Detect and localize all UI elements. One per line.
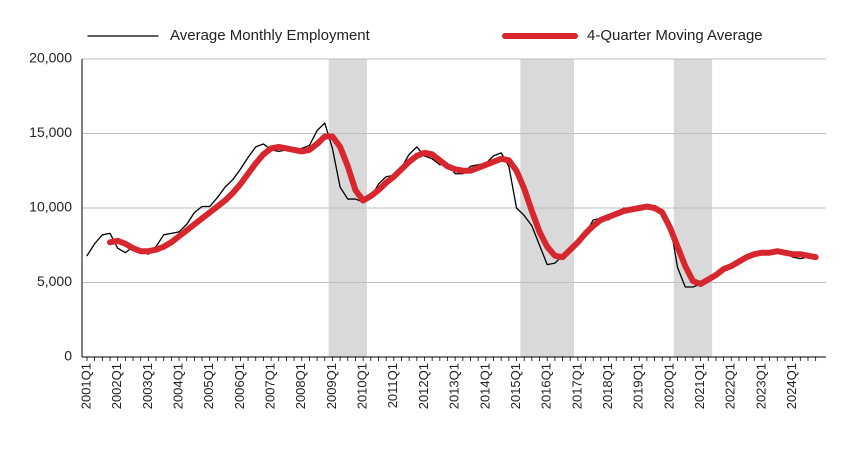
y-tick-label: 15,000 xyxy=(29,124,72,140)
x-tick-label: 2005Q1 xyxy=(201,363,216,409)
x-tick-label: 2012Q1 xyxy=(416,363,431,409)
x-tick-label: 2002Q1 xyxy=(109,363,124,409)
x-tick-label: 2021Q1 xyxy=(692,363,707,409)
x-tick-label: 2008Q1 xyxy=(293,363,308,409)
x-tick-label: 2013Q1 xyxy=(447,363,462,409)
x-tick-label: 2019Q1 xyxy=(631,363,646,409)
legend-label: 4-Quarter Moving Average xyxy=(587,27,763,44)
x-tick-label: 2024Q1 xyxy=(784,363,799,409)
x-tick-label: 2015Q1 xyxy=(508,363,523,409)
x-tick-label: 2020Q1 xyxy=(661,363,676,409)
legend-label: Average Monthly Employment xyxy=(170,27,371,44)
x-tick-label: 2018Q1 xyxy=(600,363,615,409)
x-tick-label: 2023Q1 xyxy=(753,363,768,409)
x-tick-label: 2011Q1 xyxy=(385,363,400,408)
x-tick-label: 2014Q1 xyxy=(477,363,492,409)
y-tick-label: 20,000 xyxy=(29,50,72,66)
y-tick-label: 0 xyxy=(64,348,72,364)
x-tick-label: 2016Q1 xyxy=(539,363,554,409)
y-tick-label: 10,000 xyxy=(29,199,72,215)
x-tick-label: 2010Q1 xyxy=(355,363,370,409)
x-tick-label: 2022Q1 xyxy=(723,363,738,409)
x-tick-label: 2004Q1 xyxy=(170,363,185,409)
x-tick-label: 2001Q1 xyxy=(78,363,93,409)
y-tick-label: 5,000 xyxy=(37,273,72,289)
x-tick-label: 2003Q1 xyxy=(140,363,155,409)
series-line xyxy=(107,133,819,287)
x-tick-label: 2006Q1 xyxy=(232,363,247,409)
x-tick-label: 2017Q1 xyxy=(569,363,584,409)
x-tick-label: 2009Q1 xyxy=(324,363,339,409)
x-tick-label: 2007Q1 xyxy=(263,363,278,409)
